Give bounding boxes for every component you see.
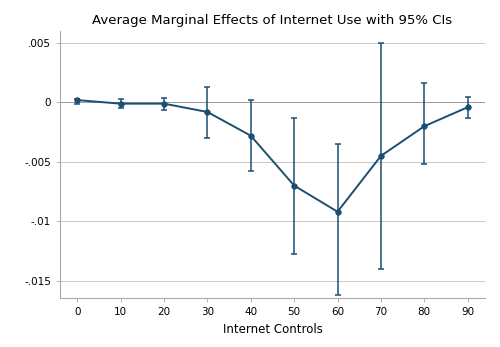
- Title: Average Marginal Effects of Internet Use with 95% CIs: Average Marginal Effects of Internet Use…: [92, 14, 452, 27]
- X-axis label: Internet Controls: Internet Controls: [222, 323, 322, 336]
